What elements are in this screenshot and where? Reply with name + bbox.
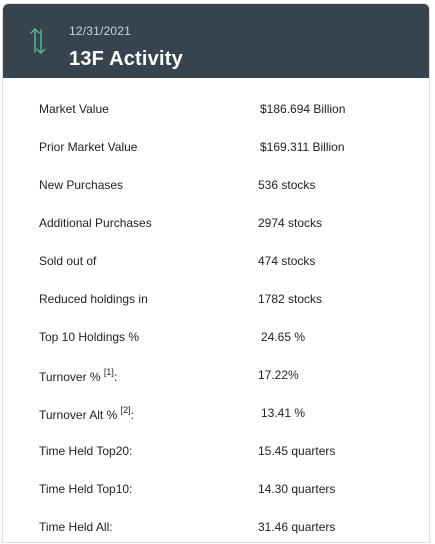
- row-value: $186.694 Billion: [260, 102, 346, 116]
- row-additional-purchases: Additional Purchases 2974 stocks: [3, 202, 429, 240]
- row-label: Time Held All:: [39, 520, 113, 534]
- row-label: Time Held Top10:: [39, 482, 133, 496]
- row-value: 536 stocks: [258, 178, 316, 192]
- row-value: 2974 stocks: [258, 216, 323, 230]
- row-label: Prior Market Value: [39, 140, 138, 154]
- up-down-arrows-icon: [30, 28, 46, 54]
- row-label: Sold out of: [39, 254, 97, 268]
- row-value: 13.41 %: [261, 406, 306, 420]
- row-label: Time Held Top20:: [39, 444, 133, 458]
- card-header: 12/31/2021 13F Activity: [3, 4, 429, 78]
- row-prior-market-value: Prior Market Value $169.311 Billion: [3, 126, 429, 164]
- row-label: Top 10 Holdings %: [39, 330, 140, 344]
- row-label: New Purchases: [39, 178, 124, 192]
- row-time-held-all: Time Held All: 31.46 quarters: [3, 506, 429, 542]
- activity-list: Market Value $186.694 Billion Prior Mark…: [3, 88, 429, 542]
- label-suffix: :: [113, 370, 118, 384]
- row-value: 1782 stocks: [258, 292, 323, 306]
- row-value: 14.30 quarters: [258, 482, 336, 496]
- row-value: 24.65 %: [261, 330, 306, 344]
- row-sold-out-of: Sold out of 474 stocks: [3, 240, 429, 278]
- row-label: Reduced holdings in: [39, 292, 148, 306]
- row-time-held-top20: Time Held Top20: 15.45 quarters: [3, 430, 429, 468]
- report-date: 12/31/2021: [69, 24, 132, 38]
- row-label: Market Value: [39, 102, 109, 116]
- row-label: Additional Purchases: [39, 216, 152, 230]
- row-label: Turnover Alt %: [39, 408, 118, 422]
- row-value: 15.45 quarters: [258, 444, 336, 458]
- row-turnover: Turnover % [1]: 17.22%: [3, 354, 429, 392]
- label-suffix: :: [130, 408, 134, 422]
- row-value: 31.46 quarters: [258, 520, 336, 534]
- row-value: 474 stocks: [258, 254, 316, 268]
- row-label: Turnover %: [39, 370, 101, 384]
- row-label-group: Turnover Alt % [2]:: [39, 405, 134, 422]
- row-value: 17.22%: [258, 368, 299, 382]
- row-label-group: Turnover % [1]:: [39, 367, 118, 384]
- row-new-purchases: New Purchases 536 stocks: [3, 164, 429, 202]
- card-title: 13F Activity: [69, 48, 183, 70]
- footnote-link-1[interactable]: [1]: [103, 367, 114, 377]
- footnote-link-2[interactable]: [2]: [120, 405, 131, 415]
- row-turnover-alt: Turnover Alt % [2]: 13.41 %: [3, 392, 429, 430]
- row-market-value: Market Value $186.694 Billion: [3, 88, 429, 126]
- row-top10-holdings: Top 10 Holdings % 24.65 %: [3, 316, 429, 354]
- row-reduced-holdings: Reduced holdings in 1782 stocks: [3, 278, 429, 316]
- row-value: $169.311 Billion: [260, 140, 345, 154]
- activity-card: 12/31/2021 13F Activity Market Value $18…: [2, 3, 430, 543]
- row-time-held-top10: Time Held Top10: 14.30 quarters: [3, 468, 429, 506]
